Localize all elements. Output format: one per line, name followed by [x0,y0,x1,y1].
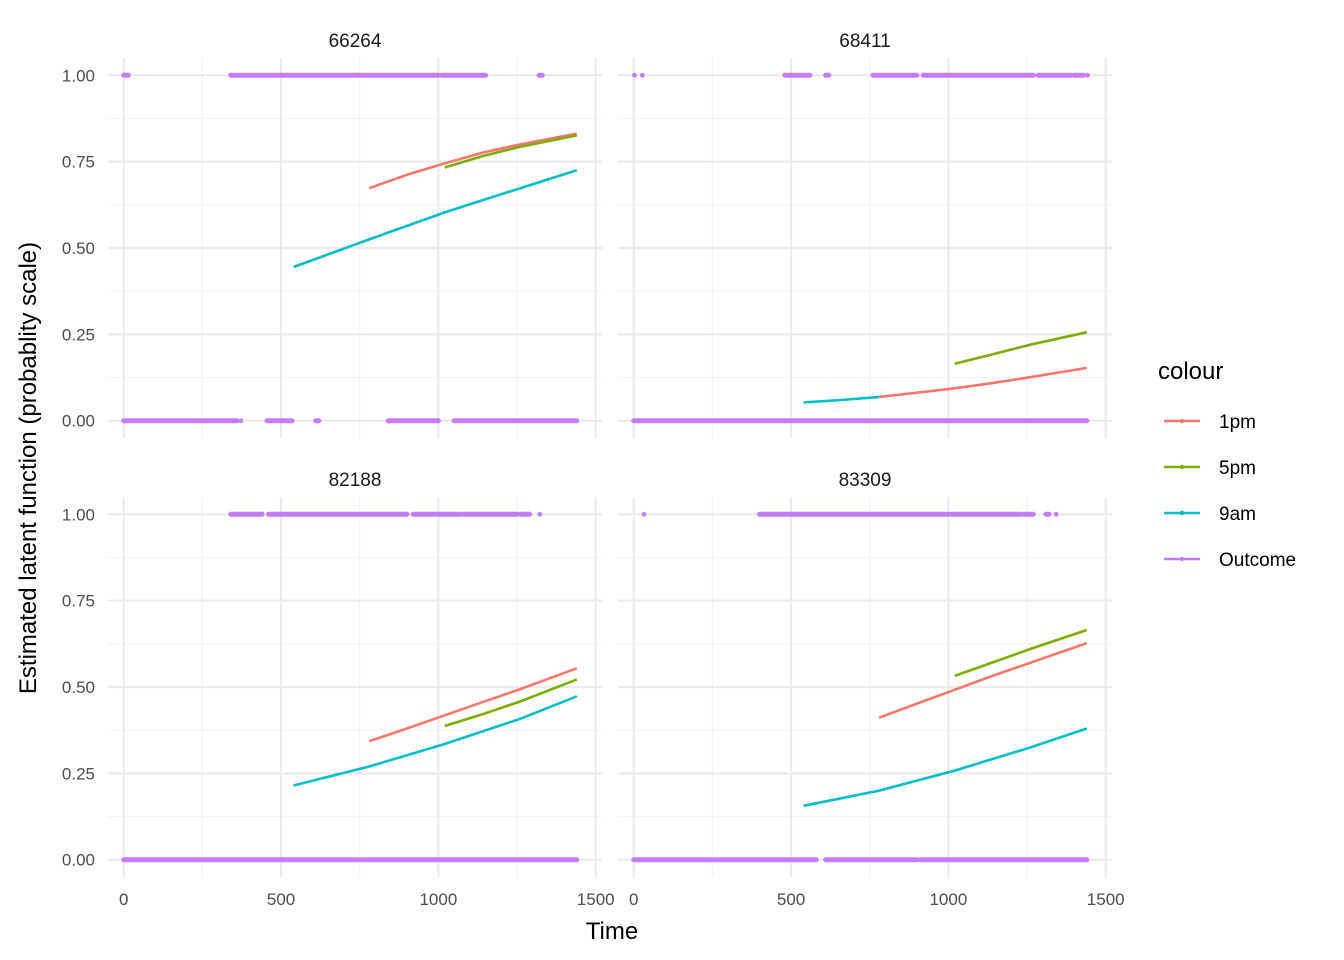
series-line-9am [293,169,578,269]
facet-label: 82188 [329,470,382,491]
legend-items: 1pm 5pm 9am Outcome [1164,412,1296,571]
legend-label: 1pm [1219,412,1256,433]
facet-panel-66264: 66264 0.00 0.25 0.50 0.75 1.00 [62,31,602,438]
y-tick-label: 1.00 [62,66,95,85]
facet-panel-68411: 68411 [618,31,1112,438]
y-tick-label: 0.75 [62,153,95,172]
legend-label: 5pm [1219,458,1256,479]
legend-title: colour [1158,358,1223,385]
series-line-9am [803,727,1088,808]
outcome-points-one [632,72,637,78]
legend-item-9am: 9am [1164,504,1256,525]
legend-label: Outcome [1219,550,1296,571]
x-tick-label: 0 [119,890,128,909]
series-line-1pm [368,667,578,743]
legend: colour 1pm 5pm 9am Outcome [1158,358,1296,571]
legend-label: 9am [1219,504,1256,525]
x-tick-label: 500 [777,890,805,909]
x-tick-label: 1000 [929,890,967,909]
y-tick-label: 1.00 [62,505,95,524]
series-line-9am [803,395,880,404]
facet-panels: 66264 0.00 0.25 0.50 0.75 1.00 68411 82188 0.00 0… [62,31,1125,909]
y-tick-label: 0.25 [62,325,95,344]
y-tick-label: 0.50 [62,678,95,697]
y-tick-label: 0.50 [62,239,95,258]
series-line-5pm [954,628,1088,678]
series-line-5pm [444,134,578,169]
outcome-points-one [1053,511,1059,517]
outcome-points-one [1085,72,1091,78]
outcome-points-one [639,72,645,78]
outcome-points-zero [238,418,244,424]
y-tick-label: 0.75 [62,592,95,611]
series-line-5pm [954,331,1088,365]
facet-panel-83309: 83309 0 500 1000 1500 [618,470,1125,909]
legend-key-point [1179,418,1185,424]
series-line-1pm [368,132,578,190]
facet-label: 66264 [329,31,382,52]
x-tick-label: 500 [267,890,295,909]
legend-key-point [1179,464,1185,470]
facet-label: 68411 [839,31,890,52]
outcome-points-one [537,511,543,517]
x-axis-label: Time [586,918,638,945]
outcome-points-one [641,511,647,517]
facet-label: 83309 [839,470,892,491]
y-tick-label: 0.00 [62,851,95,870]
series-line-1pm [879,366,1088,399]
x-tick-label: 1000 [419,890,457,909]
series-line-5pm [444,678,578,728]
legend-key-point [1179,556,1185,562]
y-axis-label: Estimated latent function (probablity sc… [15,242,42,694]
series-line-1pm [878,641,1088,719]
x-tick-label: 1500 [577,890,615,909]
y-tick-label: 0.25 [62,764,95,783]
series-line-9am [293,695,578,787]
legend-item-outcome: Outcome [1164,550,1296,571]
y-tick-label: 0.00 [62,412,95,431]
legend-item-5pm: 5pm [1164,458,1256,479]
legend-key-point [1179,510,1185,516]
legend-item-1pm: 1pm [1164,412,1256,433]
x-tick-label: 0 [629,890,638,909]
facet-panel-82188: 82188 0.00 0.25 0.50 0.75 1.00 0 500 1000 1500 [62,470,615,909]
x-tick-label: 1500 [1087,890,1125,909]
